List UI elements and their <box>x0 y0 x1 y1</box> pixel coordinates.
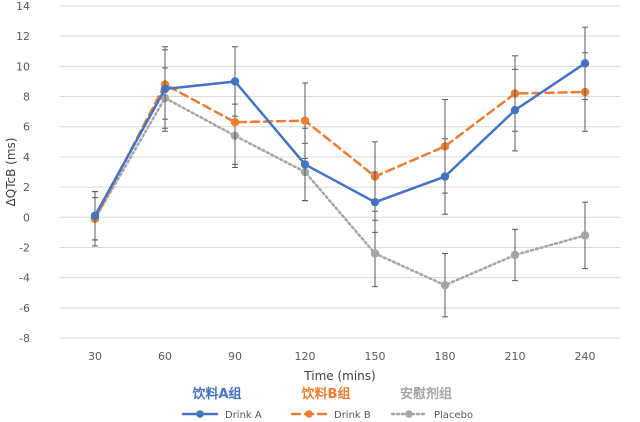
y-tick-label-2: -4 <box>19 272 30 285</box>
data-point-2-6 <box>510 250 520 260</box>
x-axis-label: Time (mins) <box>303 369 375 383</box>
x-tick-label-1: 60 <box>158 350 172 363</box>
series-line-2 <box>93 96 587 287</box>
data-point-1-2 <box>230 118 240 127</box>
data-point-0-0 <box>90 211 100 220</box>
legend-label-0: Drink A <box>225 410 262 421</box>
x-tick-label-3: 120 <box>295 350 316 363</box>
y-tick-label-0: -8 <box>19 332 30 345</box>
y-tick-label-6: 4 <box>23 151 30 164</box>
data-point-2-7 <box>580 231 590 240</box>
y-tick-label-4: 0 <box>23 211 30 224</box>
y-tick-label-5: 2 <box>23 181 30 194</box>
y-tick-label-8: 8 <box>23 91 30 104</box>
series-line-1 <box>93 83 587 221</box>
data-point-0-5 <box>440 172 450 181</box>
data-point-0-2 <box>230 77 240 86</box>
legend: 饮料A组 Drink A 饮料B组 Drink B 安慰剂组 Placebo <box>181 386 473 421</box>
data-point-2-5 <box>440 280 450 290</box>
data-point-0-7 <box>580 59 590 68</box>
gridlines <box>60 5 620 339</box>
y-tick-label-9: 10 <box>16 60 30 73</box>
data-point-2-4 <box>370 249 380 258</box>
legend-label-1: Drink B <box>334 410 371 421</box>
series-drink-a <box>90 26 590 241</box>
legend-marker-1 <box>305 410 313 418</box>
series-layer <box>90 26 590 318</box>
watermark-text: 头条 @医学问答 <box>540 394 628 409</box>
data-point-0-4 <box>370 197 380 207</box>
data-point-0-3 <box>300 160 310 169</box>
y-tick-label-3: -2 <box>19 241 30 254</box>
series-placebo <box>90 67 590 318</box>
y-tick-label-10: 12 <box>16 30 30 43</box>
legend-group-label-1: 饮料B组 <box>301 386 351 402</box>
series-line-0 <box>93 62 587 218</box>
data-point-1-3 <box>300 116 310 125</box>
legend-label-2: Placebo <box>434 410 473 421</box>
data-point-0-6 <box>510 105 520 115</box>
legend-group-label-0: 饮料A组 <box>191 386 241 402</box>
legend-marker-2 <box>405 410 413 418</box>
y-tick-label-7: 6 <box>23 121 30 134</box>
watermark: 头条 @医学问答 <box>540 394 628 409</box>
y-axis-label: ΔQTcB (ms) <box>4 138 18 207</box>
x-tick-label-6: 210 <box>505 350 526 363</box>
legend-marker-0 <box>196 410 204 418</box>
x-tick-label-7: 240 <box>575 350 596 363</box>
y-tick-label-1: -6 <box>19 302 30 315</box>
y-tick-labels: -8 -6 -4 -2 0 2 4 6 8 10 12 14 <box>16 0 30 345</box>
y-tick-label-11: 14 <box>16 0 30 13</box>
x-tick-labels: 30 60 90 120 150 180 210 240 <box>88 350 596 363</box>
legend-group-label-2: 安慰剂组 <box>400 386 452 402</box>
x-tick-label-5: 180 <box>435 350 456 363</box>
x-tick-label-0: 30 <box>88 350 102 363</box>
data-point-0-1 <box>160 84 170 94</box>
x-tick-label-4: 150 <box>365 350 386 363</box>
x-tick-label-2: 90 <box>228 350 242 363</box>
